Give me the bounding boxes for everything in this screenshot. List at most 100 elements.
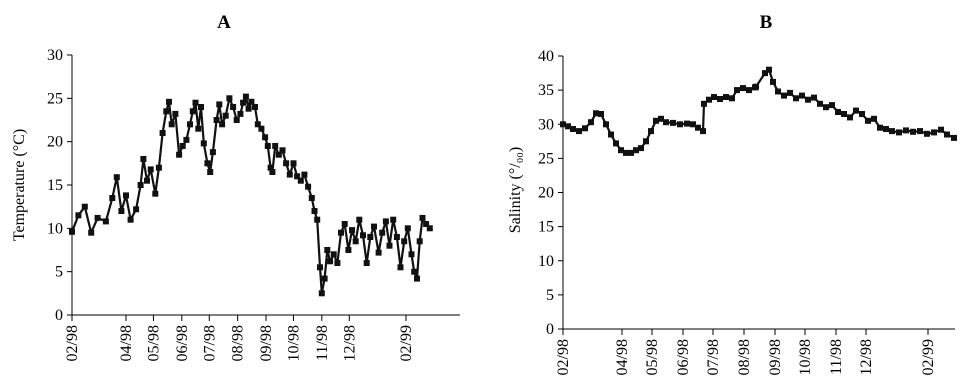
x-tick-label: 07/98 bbox=[201, 325, 218, 361]
data-point bbox=[166, 98, 172, 105]
data-point bbox=[118, 208, 125, 214]
y-tick-label: 20 bbox=[47, 134, 63, 151]
data-point bbox=[877, 124, 883, 131]
y-tick-label: 10 bbox=[47, 220, 63, 237]
data-point bbox=[917, 128, 923, 135]
data-point bbox=[695, 124, 701, 131]
data-point bbox=[334, 260, 341, 266]
data-point bbox=[267, 164, 274, 171]
x-tick-label: 10/98 bbox=[285, 325, 302, 361]
y-tick-label: 5 bbox=[55, 264, 63, 281]
data-point bbox=[187, 121, 193, 128]
y-tick-label: 20 bbox=[538, 185, 554, 202]
data-point bbox=[382, 218, 389, 225]
data-point bbox=[283, 160, 290, 167]
data-point bbox=[102, 218, 109, 225]
data-point bbox=[123, 192, 129, 199]
x-tick-label: 11/98 bbox=[314, 325, 331, 361]
data-point bbox=[618, 147, 624, 154]
data-point bbox=[133, 206, 140, 213]
data-point bbox=[723, 94, 729, 100]
data-point bbox=[172, 110, 179, 117]
data-point bbox=[638, 145, 644, 152]
x-tick-label: 12/98 bbox=[858, 339, 875, 375]
data-point bbox=[226, 95, 233, 102]
data-point bbox=[734, 87, 740, 94]
x-tick-label: 11/98 bbox=[828, 339, 845, 375]
data-point bbox=[408, 251, 415, 258]
data-point bbox=[216, 101, 223, 108]
data-point bbox=[338, 229, 344, 236]
data-point bbox=[297, 177, 304, 184]
data-point bbox=[330, 251, 337, 258]
data-point bbox=[264, 143, 271, 149]
data-point bbox=[301, 171, 308, 178]
y-tick-label: 0 bbox=[55, 307, 63, 324]
data-point bbox=[426, 225, 433, 232]
data-point bbox=[75, 212, 82, 219]
data-point bbox=[684, 120, 690, 127]
x-tick-label: 09/98 bbox=[767, 339, 784, 375]
data-point bbox=[944, 131, 950, 138]
data-point bbox=[951, 134, 957, 141]
y-tick-label: 35 bbox=[538, 82, 554, 99]
data-point bbox=[324, 247, 331, 253]
data-point bbox=[593, 110, 599, 117]
y-tick-label: 30 bbox=[47, 47, 63, 64]
data-point bbox=[386, 242, 393, 249]
data-point bbox=[179, 143, 186, 149]
data-point bbox=[113, 174, 120, 181]
data-point bbox=[209, 149, 216, 156]
data-point bbox=[781, 92, 787, 99]
data-point bbox=[690, 121, 696, 128]
y-tick-label: 15 bbox=[47, 177, 63, 194]
data-point bbox=[762, 70, 768, 77]
y-tick-label: 0 bbox=[546, 321, 554, 338]
data-point bbox=[588, 119, 594, 126]
chart-title: A bbox=[217, 12, 231, 33]
chart-panel-b: B 0 5 10 15 20 25 30 35 40 02/98 04/98 05/98 06/98 07/… bbox=[507, 12, 957, 375]
data-point bbox=[213, 117, 220, 123]
data-point bbox=[204, 160, 211, 167]
data-point bbox=[414, 275, 420, 282]
x-tick-label: 02/99 bbox=[398, 325, 415, 361]
data-point bbox=[318, 290, 325, 297]
data-point bbox=[603, 121, 609, 128]
y-tick-label: 15 bbox=[538, 219, 554, 236]
data-point bbox=[144, 177, 150, 184]
data-point bbox=[183, 136, 190, 143]
data-point bbox=[360, 232, 366, 239]
y-tick-label: 40 bbox=[538, 48, 554, 65]
data-point bbox=[252, 104, 258, 110]
data-point bbox=[242, 93, 249, 100]
chart-title: B bbox=[760, 12, 773, 33]
data-point bbox=[363, 260, 370, 266]
data-point bbox=[321, 275, 328, 282]
data-point bbox=[279, 147, 286, 154]
data-point bbox=[176, 151, 183, 158]
data-point bbox=[69, 228, 75, 235]
data-point bbox=[152, 190, 159, 197]
data-point bbox=[829, 102, 835, 109]
y-axis-label: Temperature (°C) bbox=[11, 129, 28, 241]
data-point bbox=[290, 160, 297, 167]
data-point bbox=[240, 99, 247, 106]
x-tick-label: 07/98 bbox=[705, 339, 722, 375]
x-tick-label: 04/98 bbox=[614, 339, 631, 375]
data-point bbox=[198, 104, 204, 110]
data-point bbox=[565, 123, 571, 130]
x-tick-label: 02/99 bbox=[920, 339, 937, 375]
data-point bbox=[633, 147, 639, 154]
data-point bbox=[883, 126, 889, 132]
data-point bbox=[245, 105, 252, 112]
x-tick-label: 06/98 bbox=[174, 325, 191, 361]
data-point bbox=[823, 104, 829, 111]
y-tick-label: 25 bbox=[47, 90, 63, 107]
data-point bbox=[853, 107, 859, 114]
series-line bbox=[562, 68, 955, 154]
data-point bbox=[871, 115, 877, 122]
data-point bbox=[109, 195, 116, 201]
data-point bbox=[643, 138, 649, 145]
data-point bbox=[775, 88, 781, 95]
data-point bbox=[327, 258, 334, 265]
